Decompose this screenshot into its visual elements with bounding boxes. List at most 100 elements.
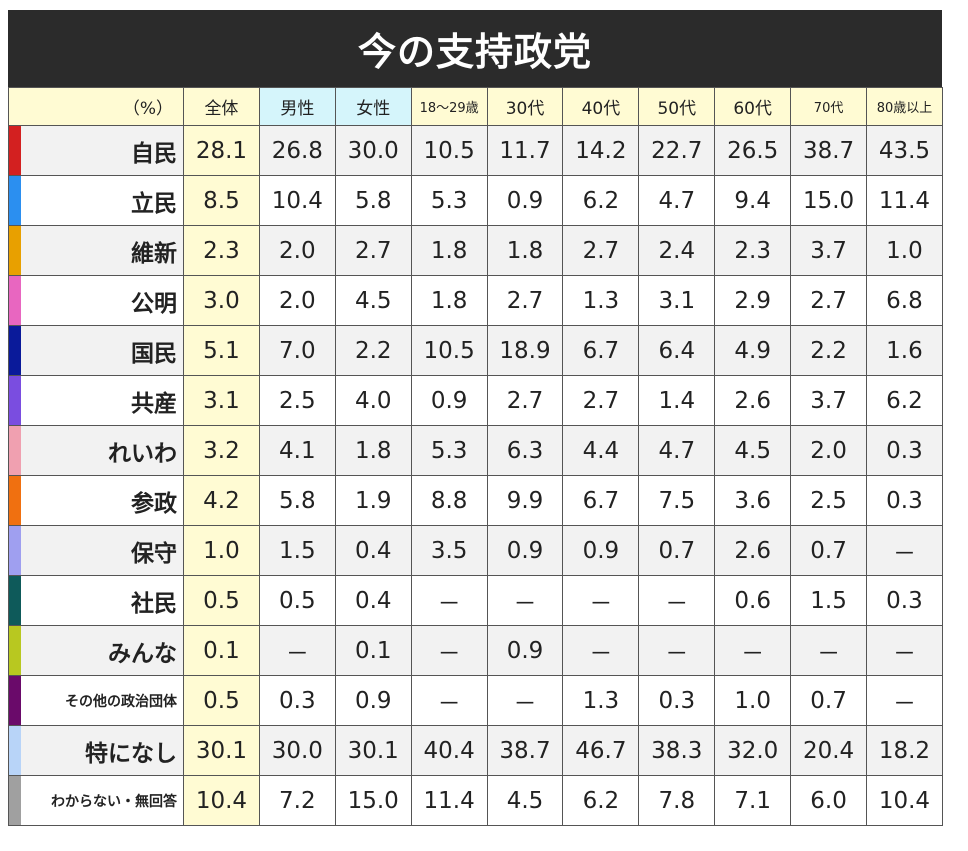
column-header: 60代	[714, 87, 792, 126]
party-support-table-panel: 今の支持政党 （%） 全体 男性 女性 18〜29歳 30代 40代 50代 60代 70代 80…	[8, 10, 943, 826]
value-cell: 0.9	[486, 625, 564, 676]
value-cell: 7.8	[638, 775, 716, 826]
value-cell: 2.7	[562, 375, 640, 426]
value-cell: 3.5	[410, 525, 488, 576]
party-color-stripe	[9, 526, 21, 575]
value-cell: 4.7	[638, 425, 716, 476]
unit-header: （%）	[8, 87, 184, 126]
value-cell: 2.7	[486, 275, 564, 326]
table-row: 自民 28.1 26.8 30.0 10.5 11.7 14.2 22.7 26.5 38.7 43…	[8, 125, 943, 176]
value-cell: 4.7	[638, 175, 716, 226]
value-cell: 26.5	[714, 125, 792, 176]
party-name: 保守	[131, 540, 177, 567]
party-label-cell: 特になし	[8, 725, 184, 776]
value-cell: 3.1	[638, 275, 716, 326]
value-cell: 7.1	[714, 775, 792, 826]
value-cell: 11.4	[866, 175, 943, 226]
value-cell: 4.4	[562, 425, 640, 476]
table-row: 保守 1.0 1.5 0.4 3.5 0.9 0.9 0.7 2.6 0.7 －	[8, 525, 943, 576]
party-label-cell: その他の政治団体	[8, 675, 184, 726]
value-cell: 9.9	[486, 475, 564, 526]
party-name: 参政	[131, 490, 177, 517]
value-cell: 2.5	[258, 375, 336, 426]
party-label-cell: 共産	[8, 375, 184, 426]
value-cell: 2.0	[790, 425, 868, 476]
value-cell: 4.0	[334, 375, 412, 426]
value-cell: 46.7	[562, 725, 640, 776]
party-color-stripe	[9, 726, 21, 775]
party-name: みんな	[108, 640, 177, 667]
value-cell: 40.4	[410, 725, 488, 776]
party-color-stripe	[9, 376, 21, 425]
table-row: わからない・無回答 10.4 7.2 15.0 11.4 4.5 6.2 7.8 7.1 6.0 1…	[8, 775, 943, 826]
party-label-cell: 維新	[8, 225, 184, 276]
party-name: 公明	[131, 290, 177, 317]
value-cell: 0.7	[638, 525, 716, 576]
table-row: 参政 4.2 5.8 1.9 8.8 9.9 6.7 7.5 3.6 2.5 0.3	[8, 475, 943, 526]
value-cell: 3.2	[183, 425, 260, 476]
value-cell: 0.9	[562, 525, 640, 576]
value-cell: 11.7	[486, 125, 564, 176]
value-cell: 0.9	[486, 175, 564, 226]
column-header: 80歳以上	[866, 87, 943, 126]
value-cell: 0.3	[638, 675, 716, 726]
party-color-stripe	[9, 226, 21, 275]
value-cell: 1.0	[183, 525, 260, 576]
party-name: 立民	[131, 190, 177, 217]
value-cell: 5.3	[410, 175, 488, 226]
value-cell: 0.7	[790, 525, 868, 576]
value-cell: 3.7	[790, 375, 868, 426]
value-cell: 1.5	[790, 575, 868, 626]
value-cell: 2.9	[714, 275, 792, 326]
party-color-stripe	[9, 176, 21, 225]
party-color-stripe	[9, 776, 21, 825]
table-row: 社民 0.5 0.5 0.4 －－－－ 0.6 1.5 0.3	[8, 575, 943, 626]
column-header: 70代	[790, 87, 868, 126]
party-label-cell: 自民	[8, 125, 184, 176]
value-cell: －	[410, 575, 488, 626]
value-cell: 1.6	[866, 325, 943, 376]
value-cell: 5.8	[258, 475, 336, 526]
value-cell: 0.7	[790, 675, 868, 726]
party-color-stripe	[9, 126, 21, 175]
value-cell: 0.4	[334, 525, 412, 576]
party-name: 特になし	[85, 740, 177, 767]
value-cell: 11.4	[410, 775, 488, 826]
value-cell: 0.9	[334, 675, 412, 726]
value-cell: 30.0	[334, 125, 412, 176]
column-header: 男性	[258, 87, 336, 126]
value-cell: 2.7	[334, 225, 412, 276]
value-cell: 30.1	[334, 725, 412, 776]
value-cell: 1.8	[334, 425, 412, 476]
party-label-cell: れいわ	[8, 425, 184, 476]
value-cell: 2.7	[486, 375, 564, 426]
value-cell: －	[562, 575, 640, 626]
value-cell: 30.0	[258, 725, 336, 776]
value-cell: 6.2	[562, 175, 640, 226]
value-cell: 38.7	[790, 125, 868, 176]
value-cell: 10.4	[183, 775, 260, 826]
value-cell: 2.2	[334, 325, 412, 376]
column-header: 40代	[562, 87, 640, 126]
value-cell: 1.8	[410, 225, 488, 276]
value-cell: 0.3	[866, 475, 943, 526]
table-row: 特になし 30.1 30.0 30.1 40.4 38.7 46.7 38.3 32.0 20.4…	[8, 725, 943, 776]
value-cell: 43.5	[866, 125, 943, 176]
value-cell: 2.7	[790, 275, 868, 326]
value-cell: 1.5	[258, 525, 336, 576]
header-row: （%） 全体 男性 女性 18〜29歳 30代 40代 50代 60代 70代 80歳以上	[8, 87, 943, 126]
value-cell: 6.2	[562, 775, 640, 826]
value-cell: －	[486, 575, 564, 626]
value-cell: 0.5	[183, 575, 260, 626]
value-cell: 18.9	[486, 325, 564, 376]
value-cell: 6.3	[486, 425, 564, 476]
value-cell: 0.5	[258, 575, 336, 626]
value-cell: －	[866, 675, 943, 726]
value-cell: 2.3	[183, 225, 260, 276]
value-cell: 5.1	[183, 325, 260, 376]
value-cell: 10.5	[410, 325, 488, 376]
value-cell: 0.1	[334, 625, 412, 676]
party-name: 共産	[131, 390, 177, 417]
party-name: 維新	[131, 240, 177, 267]
value-cell: 0.4	[334, 575, 412, 626]
